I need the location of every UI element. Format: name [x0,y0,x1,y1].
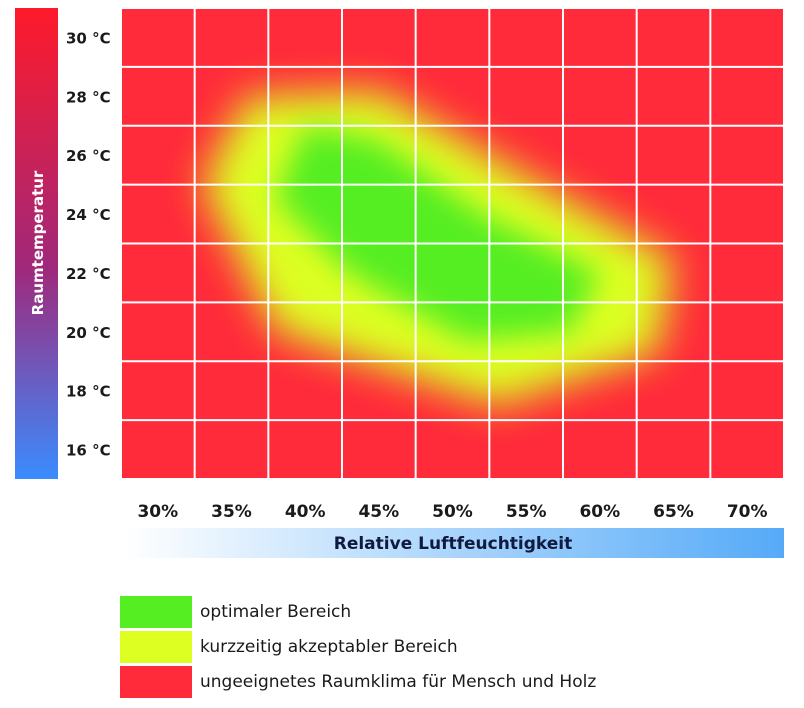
legend-swatch-acceptable [120,630,192,663]
x-axis-gradient-bar [125,528,784,558]
y-tick-label: 24 °C [66,206,111,224]
legend: optimaler Bereich kurzzeitig akzeptabler… [120,594,596,699]
y-tick-label: 20 °C [66,324,111,342]
y-tick-label: 16 °C [66,442,111,460]
legend-item-acceptable: kurzzeitig akzeptabler Bereich [120,629,596,664]
y-tick-labels: 30 °C 28 °C 26 °C 24 °C 22 °C 20 °C 18 °C 16 °C [66,29,111,459]
y-tick-label: 28 °C [66,88,111,106]
legend-label-unsuitable: ungeeignetes Raumklima für Mensch und Ho… [200,671,597,692]
grid-lines [121,8,784,479]
legend-label-optimal: optimaler Bereich [200,601,352,622]
comfort-heatmap: Raumtemperatur 30 °C 28 °C 26 °C 24 °C 22 °C… [15,8,784,558]
x-tick-label: 30% [137,502,178,522]
x-tick-label: 45% [358,502,399,522]
y-tick-label: 22 °C [66,265,111,283]
y-axis-gradient-bar [15,8,58,479]
y-axis-title: Raumtemperatur [29,170,47,315]
x-axis-title: Relative Luftfeuchtigkeit [334,534,573,554]
y-tick-label: 18 °C [66,383,111,401]
y-tick-label: 30 °C [66,29,111,47]
x-tick-label: 60% [579,502,620,522]
legend-swatch-unsuitable [120,665,192,698]
y-tick-label: 26 °C [66,147,111,165]
plot-area [121,8,784,479]
legend-item-optimal: optimaler Bereich [120,594,596,629]
legend-item-unsuitable: ungeeignetes Raumklima für Mensch und Ho… [120,664,596,699]
x-tick-label: 70% [727,502,768,522]
x-tick-label: 35% [211,502,252,522]
legend-label-acceptable: kurzzeitig akzeptabler Bereich [200,636,458,657]
x-tick-label: 50% [432,502,473,522]
x-tick-label: 55% [506,502,547,522]
x-tick-labels: 30% 35% 40% 45% 50% 55% 60% 65% 70% [137,502,767,522]
legend-swatch-optimal [120,595,192,628]
x-tick-label: 40% [285,502,326,522]
x-tick-label: 65% [653,502,694,522]
optimal-region [275,125,600,341]
